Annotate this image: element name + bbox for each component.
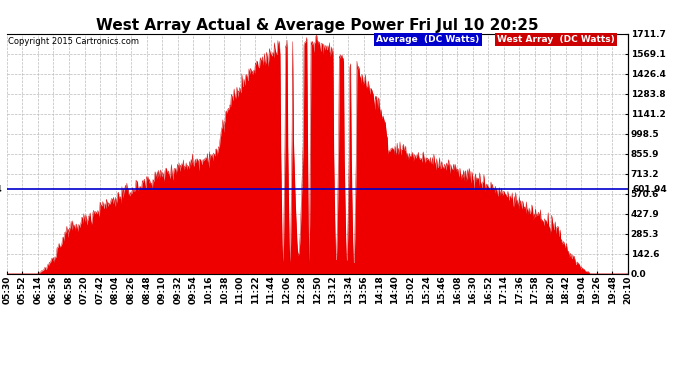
Text: West Array  (DC Watts): West Array (DC Watts) (497, 35, 615, 44)
Text: Copyright 2015 Cartronics.com: Copyright 2015 Cartronics.com (8, 38, 139, 46)
Text: Average  (DC Watts): Average (DC Watts) (377, 35, 480, 44)
Text: 601.94: 601.94 (0, 185, 3, 194)
Title: West Array Actual & Average Power Fri Jul 10 20:25: West Array Actual & Average Power Fri Ju… (96, 18, 539, 33)
Text: 601.94: 601.94 (632, 185, 667, 194)
